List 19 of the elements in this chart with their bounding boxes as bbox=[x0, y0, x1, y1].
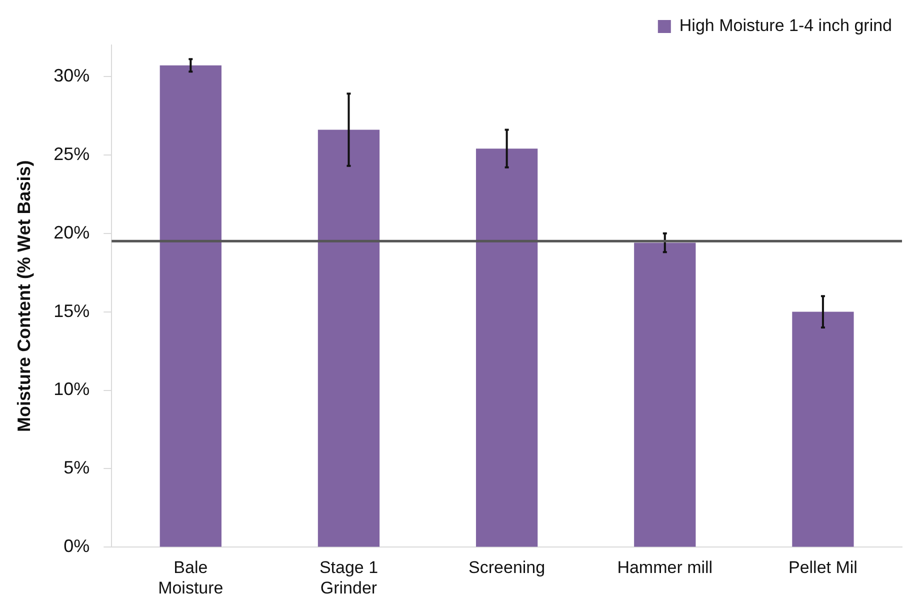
x-tick-label: Bale Moisture bbox=[158, 558, 224, 598]
y-tick-label: 20% bbox=[54, 222, 90, 242]
y-tick-label: 30% bbox=[54, 65, 90, 86]
x-tick-label: Pellet Mil bbox=[788, 558, 858, 578]
y-tick-label: 15% bbox=[54, 300, 90, 321]
x-tick-label: Stage 1 Grinder bbox=[319, 558, 378, 598]
legend-label: High Moisture 1-4 inch grind bbox=[679, 16, 892, 36]
y-tick-label: 0% bbox=[64, 536, 90, 556]
x-tick-label: Hammer mill bbox=[617, 558, 713, 578]
y-tick-label: 10% bbox=[54, 379, 90, 400]
bar bbox=[318, 130, 380, 547]
y-tick-label: 25% bbox=[54, 144, 90, 164]
x-tick-label: Screening bbox=[468, 558, 546, 578]
bar bbox=[476, 148, 538, 547]
bar bbox=[634, 242, 696, 547]
bar bbox=[792, 312, 854, 547]
y-tick-label: 5% bbox=[64, 458, 90, 478]
y-axis-title: Moisture Content (% Wet Basis) bbox=[14, 160, 34, 432]
bar bbox=[160, 65, 222, 547]
